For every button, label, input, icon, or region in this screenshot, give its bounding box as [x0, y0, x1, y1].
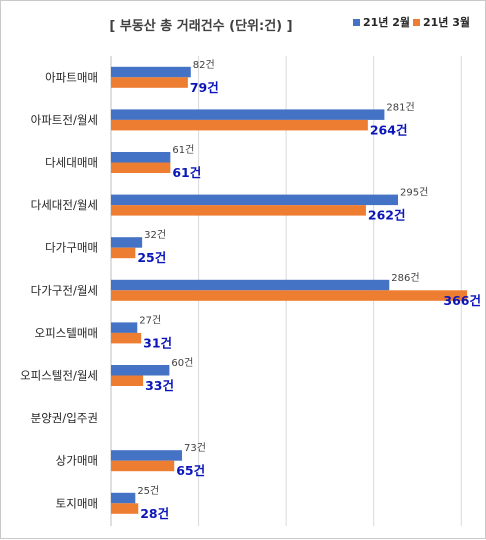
data-label-mar: 366건 — [443, 293, 481, 308]
legend-swatch-2 — [413, 19, 420, 26]
category-label: 오피스텔매매 — [35, 326, 98, 340]
category-labels: 아파트매매아파트전/월세다세대매매다세대전/월세다가구매매다가구전/월세오피스텔… — [20, 70, 98, 510]
bar-mar — [111, 503, 139, 514]
data-label-mar: 61건 — [172, 165, 201, 180]
data-label-feb: 25건 — [137, 485, 159, 497]
data-label-mar: 264건 — [370, 122, 408, 137]
data-label-mar: 28건 — [140, 506, 169, 521]
data-label-mar: 25건 — [137, 250, 166, 265]
bar-feb — [111, 152, 171, 163]
legend-label-2: 21년 3월 — [423, 15, 470, 29]
bar-feb — [111, 322, 138, 333]
data-label-feb: 73건 — [184, 442, 206, 454]
bar-mar — [111, 77, 188, 88]
data-label-mar: 262건 — [368, 208, 406, 223]
data-label-feb: 32건 — [144, 229, 166, 241]
category-label: 아파트전/월세 — [31, 113, 98, 127]
bar-mar — [111, 205, 366, 216]
category-label: 다세대전/월세 — [31, 198, 98, 212]
data-label-mar: 65건 — [176, 463, 205, 478]
bars — [111, 66, 468, 514]
category-label: 아파트매매 — [45, 70, 98, 84]
legend-swatch-1 — [353, 19, 360, 26]
bar-feb — [111, 109, 385, 120]
category-label: 다가구전/월세 — [31, 283, 98, 297]
category-label: 분양권/입주권 — [31, 411, 98, 425]
legend-label-1: 21년 2월 — [363, 15, 410, 29]
data-label-feb: 281건 — [386, 101, 414, 113]
legend: 21년 2월 21년 3월 — [353, 15, 470, 29]
data-label-feb: 82건 — [193, 59, 215, 71]
category-label: 다세대매매 — [45, 156, 98, 170]
bar-mar — [111, 162, 171, 173]
category-label: 오피스텔전/월세 — [20, 369, 98, 383]
data-labels: 82건 79건 281건 264건 61건 61건 295건 262건 32건 25건 286건 36… — [137, 59, 481, 521]
bar-feb — [111, 279, 390, 291]
bar-mar — [111, 119, 368, 131]
data-label-feb: 60건 — [171, 357, 193, 369]
bar-feb — [111, 237, 143, 248]
bar-mar — [111, 460, 175, 472]
chart-title: [ 부동산 총 거래건수 (단위:건) ] — [109, 18, 292, 34]
data-label-feb: 61건 — [172, 144, 194, 156]
data-label-feb: 295건 — [400, 187, 428, 199]
bar-feb — [111, 492, 136, 504]
bar-feb — [111, 365, 170, 376]
bar-mar — [111, 375, 144, 386]
category-label: 상가매매 — [56, 454, 98, 468]
data-label-feb: 286건 — [391, 272, 419, 284]
data-label-mar: 79건 — [190, 80, 219, 95]
bar-mar — [111, 332, 142, 344]
data-label-feb: 27건 — [139, 314, 161, 326]
bar-feb — [111, 450, 183, 461]
bar-feb — [111, 194, 399, 206]
bar-feb — [111, 66, 191, 78]
data-label-mar: 33건 — [145, 378, 174, 393]
category-label: 토지매매 — [56, 496, 98, 510]
data-label-mar: 31건 — [143, 335, 172, 350]
bar-mar — [111, 290, 468, 301]
bar-mar — [111, 247, 136, 259]
category-label: 다가구매매 — [45, 241, 98, 255]
